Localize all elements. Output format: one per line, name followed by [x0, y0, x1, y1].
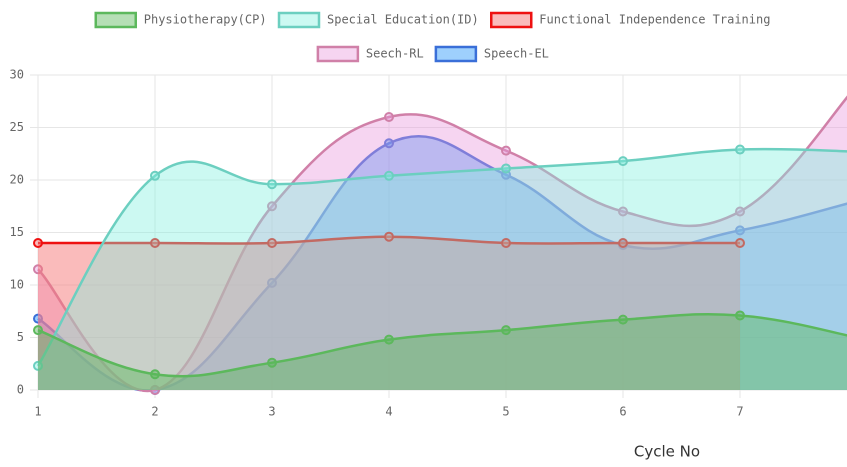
y-tick-label: 0: [17, 383, 24, 397]
legend-swatch: [316, 45, 360, 63]
legend-swatch: [277, 11, 321, 29]
area: [38, 236, 740, 390]
x-tick-label: 6: [619, 405, 626, 419]
x-tick-label: 4: [385, 405, 392, 419]
y-tick-label: 5: [17, 330, 24, 344]
point: [267, 238, 277, 248]
legend-label: Speech-EL: [484, 47, 549, 61]
legend-swatch: [434, 45, 478, 63]
point: [384, 334, 394, 345]
point: [33, 238, 43, 248]
x-tick-label: 1: [34, 405, 41, 419]
point: [618, 156, 628, 167]
point: [618, 314, 628, 325]
point: [384, 231, 394, 242]
area: [38, 314, 847, 390]
grid: 0 5 10 15 20 25 30 1 2 3 4 5 6 7: [10, 68, 847, 419]
line: [36, 147, 847, 367]
x-tick-label: 2: [151, 405, 158, 419]
y-tick-label: 20: [10, 173, 24, 187]
legend-label: Functional Independence Training: [539, 13, 770, 27]
point: [735, 206, 745, 217]
point: [384, 138, 394, 149]
legend-label: Physiotherapy(CP): [144, 13, 267, 27]
point: [735, 238, 745, 248]
point: [267, 357, 277, 368]
point: [735, 225, 745, 236]
x-tick-label: 3: [268, 405, 275, 419]
point: [267, 179, 277, 190]
x-tick-label: 5: [502, 405, 509, 419]
legend-swatch: [94, 11, 137, 29]
point: [501, 163, 511, 174]
point: [618, 206, 628, 217]
point: [267, 201, 277, 212]
y-tick-label: 15: [10, 225, 24, 239]
y-tick-label: 10: [10, 278, 24, 292]
point: [735, 310, 745, 321]
point: [150, 238, 160, 248]
legend-label: Special Education(ID): [327, 13, 479, 27]
y-tick-label: 25: [10, 120, 24, 134]
x-axis-title: Cycle No: [634, 443, 700, 461]
legend-swatch: [490, 11, 533, 29]
area: [38, 149, 847, 390]
plot-area: [33, 95, 847, 395]
point: [384, 170, 394, 181]
legend-label: Seech-RL: [366, 47, 424, 61]
x-tick-label: 7: [736, 405, 743, 419]
point: [384, 112, 394, 122]
point: [501, 145, 511, 156]
point: [150, 170, 160, 181]
point: [33, 325, 43, 336]
point: [33, 360, 43, 371]
point: [150, 369, 160, 380]
point: [735, 144, 745, 155]
legend: Physiotherapy(CP) Special Education(ID) Fu…: [94, 11, 770, 63]
point: [501, 325, 511, 336]
y-tick-label: 30: [10, 68, 24, 82]
point: [618, 238, 628, 248]
point: [501, 238, 511, 248]
